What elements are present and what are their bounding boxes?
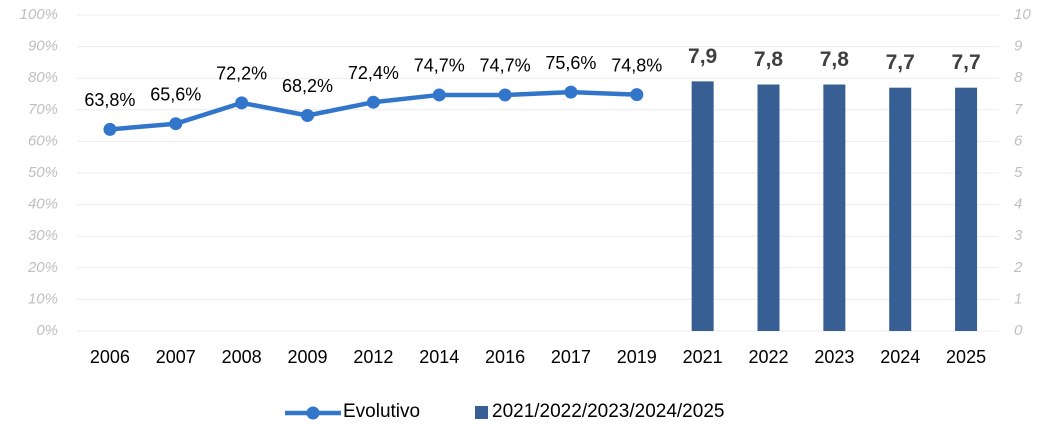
y2-tick-label: 7 xyxy=(1014,101,1023,118)
x-tick-label: 2024 xyxy=(880,347,920,367)
x-tick-label: 2006 xyxy=(90,347,130,367)
y2-tick-label: 3 xyxy=(1014,227,1023,244)
y2-tick-label: 0 xyxy=(1014,322,1023,339)
x-tick-label: 2021 xyxy=(683,347,723,367)
x-tick-label: 2019 xyxy=(617,347,657,367)
bar-label: 7,8 xyxy=(820,48,850,71)
bar-label: 7,8 xyxy=(754,48,784,71)
bar xyxy=(823,84,846,332)
line-marker xyxy=(169,117,183,131)
y2-tick-label: 9 xyxy=(1014,38,1023,55)
y-tick-label: 0% xyxy=(36,322,58,339)
bar xyxy=(691,81,714,331)
y-tick-label: 50% xyxy=(28,164,58,181)
line-marker xyxy=(630,88,644,102)
legend-marker xyxy=(306,406,320,420)
y2-tick-label: 2 xyxy=(1013,259,1023,276)
x-tick-label: 2007 xyxy=(156,347,196,367)
y-tick-label: 40% xyxy=(28,196,58,213)
x-tick-label: 2008 xyxy=(222,347,262,367)
line-label: 72,2% xyxy=(216,64,267,84)
y2-tick-label: 8 xyxy=(1014,69,1023,86)
bar xyxy=(955,87,978,332)
y2-tick-label: 6 xyxy=(1014,132,1023,149)
legend-label: Evolutivo xyxy=(343,401,420,422)
x-tick-label: 2012 xyxy=(353,347,393,367)
line-label: 65,6% xyxy=(150,84,201,104)
line-label: 75,6% xyxy=(545,53,596,73)
line-marker xyxy=(235,96,249,110)
line-label: 74,8% xyxy=(611,55,662,75)
x-tick-label: 2023 xyxy=(814,347,854,367)
bar xyxy=(889,87,912,332)
x-tick-label: 2009 xyxy=(287,347,327,367)
y-tick-label: 10% xyxy=(28,290,58,307)
legend-swatch xyxy=(475,406,488,419)
line-marker xyxy=(301,108,314,122)
x-tick-label: 2025 xyxy=(946,347,986,367)
y2-tick-label: 1 xyxy=(1014,290,1022,307)
line-marker xyxy=(366,95,380,109)
x-tick-label: 2022 xyxy=(748,347,788,367)
line-label: 72,4% xyxy=(348,63,399,83)
line-marker xyxy=(432,88,446,102)
y-tick-label: 30% xyxy=(28,227,58,244)
y2-tick-label: 10 xyxy=(1014,6,1031,23)
bar-label: 7,7 xyxy=(886,51,915,74)
bar-label: 7,9 xyxy=(688,45,717,68)
bar-label: 7,7 xyxy=(951,51,980,74)
y-tick-label: 80% xyxy=(28,69,58,86)
y2-tick-label: 5 xyxy=(1014,164,1023,181)
x-tick-label: 2016 xyxy=(485,347,525,367)
line-marker xyxy=(564,85,578,99)
bar xyxy=(757,84,780,332)
line-marker xyxy=(103,122,117,136)
y-tick-label: 100% xyxy=(20,6,58,23)
line-label: 74,7% xyxy=(480,56,531,76)
line-label: 68,2% xyxy=(282,76,333,96)
x-tick-label: 2014 xyxy=(419,347,459,367)
legend-label: 2021/2022/2023/2024/2025 xyxy=(492,401,724,422)
x-tick-label: 2017 xyxy=(551,347,591,367)
line-marker xyxy=(498,88,512,102)
y-tick-label: 90% xyxy=(28,38,58,55)
line-label: 74,7% xyxy=(414,56,465,76)
y-tick-label: 70% xyxy=(28,101,58,118)
y-tick-label: 60% xyxy=(28,132,58,149)
y-tick-label: 20% xyxy=(27,259,58,276)
y2-tick-label: 4 xyxy=(1014,196,1022,213)
line-label: 63,8% xyxy=(84,90,135,110)
